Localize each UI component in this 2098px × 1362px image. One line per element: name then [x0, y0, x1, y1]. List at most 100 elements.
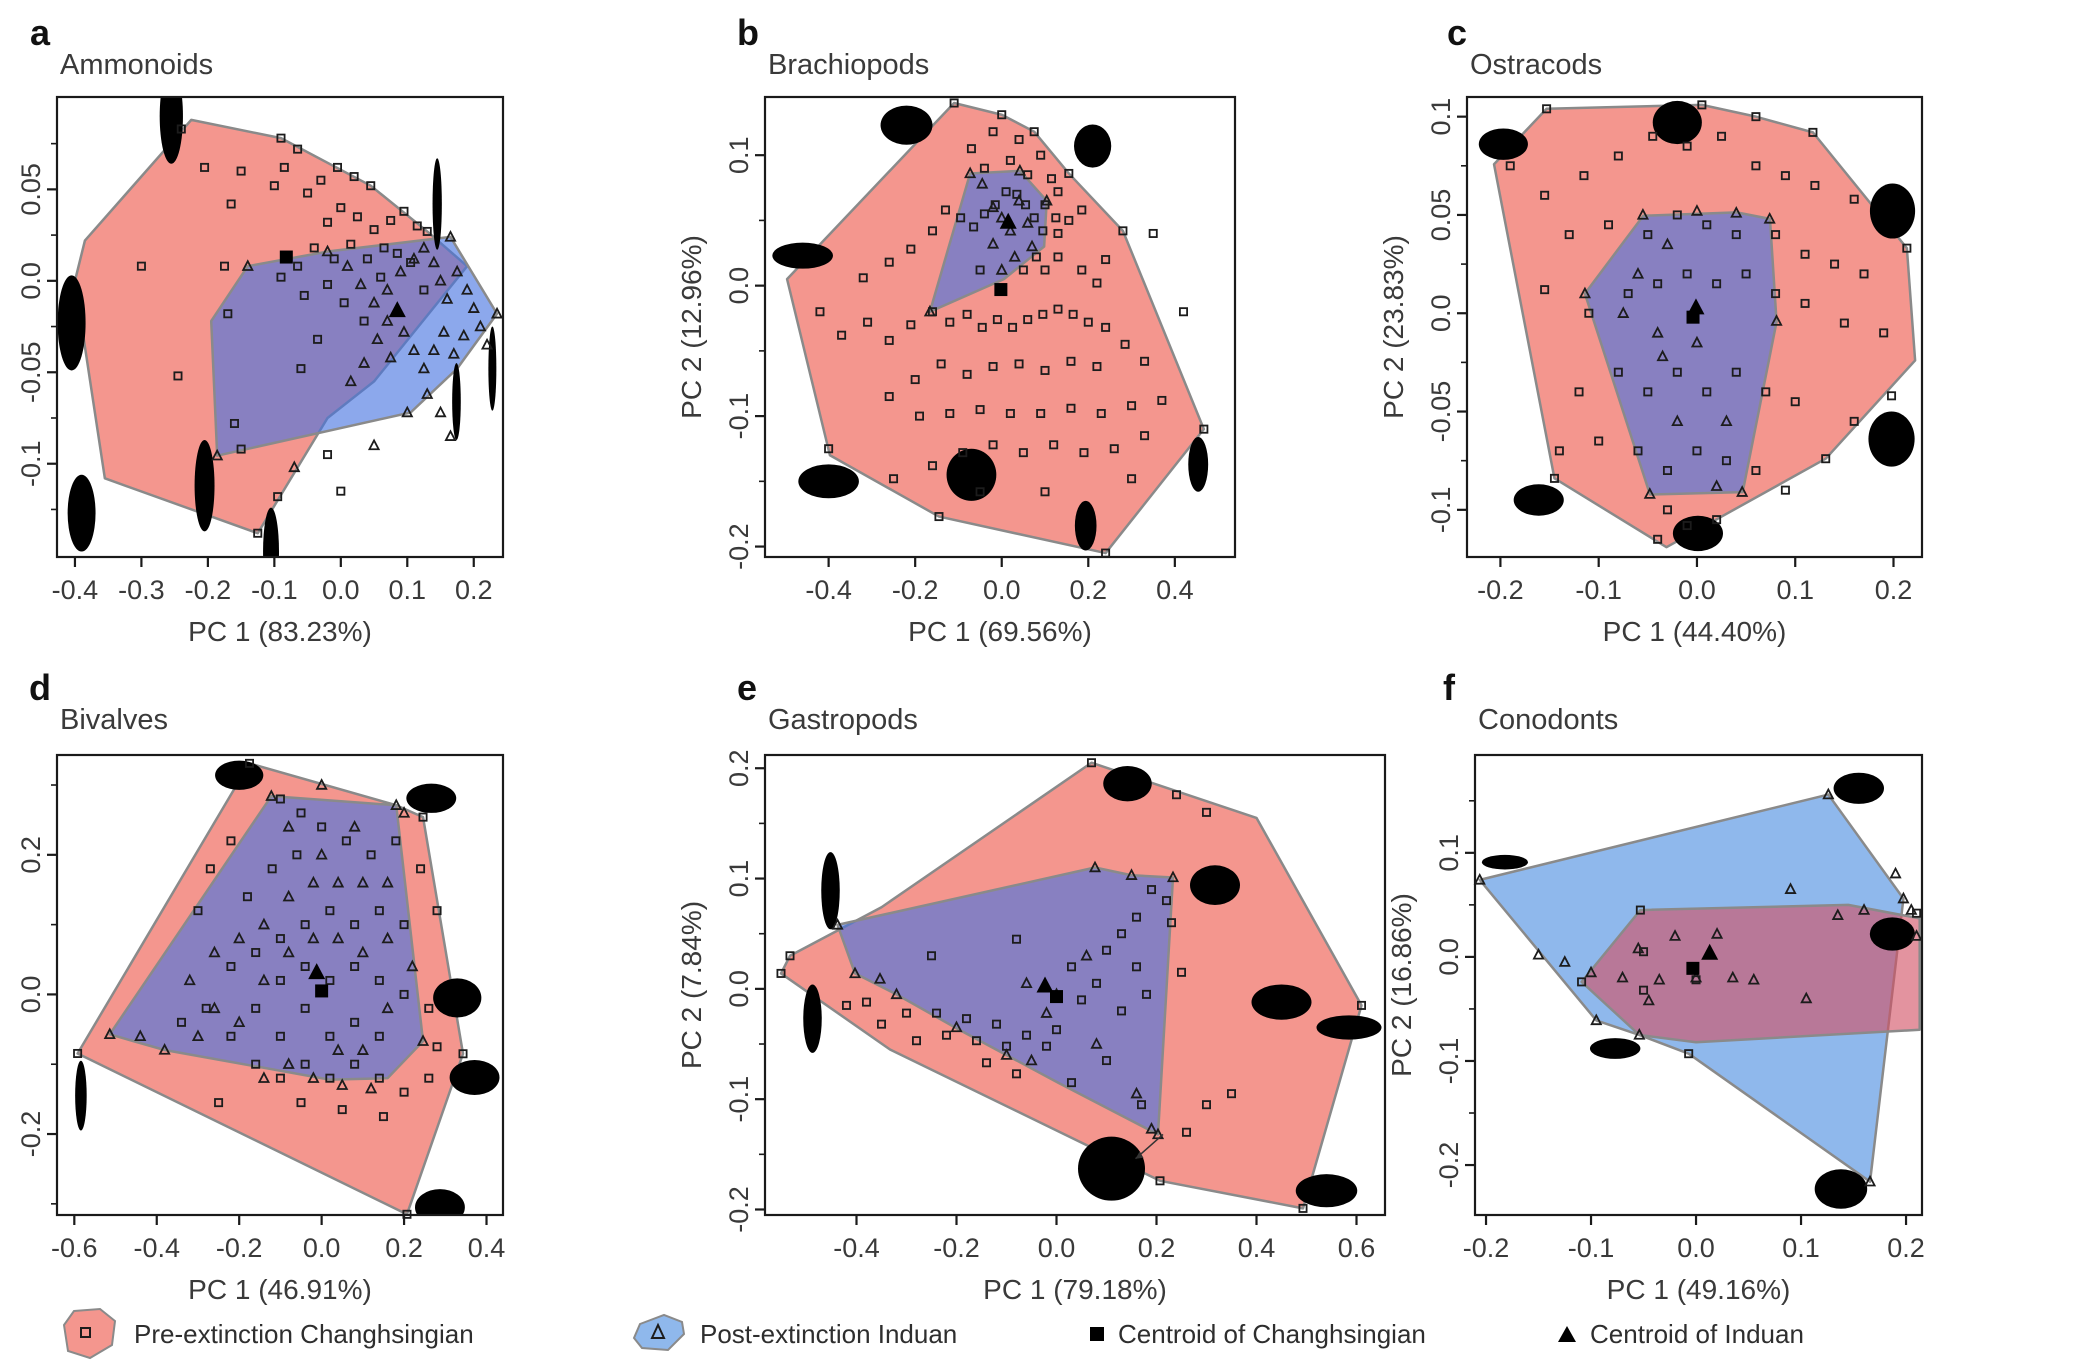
changhsingian-point-square [945, 408, 955, 418]
changhsingian-point-square [988, 362, 998, 372]
induan-point-triangle [394, 264, 407, 277]
induan-point-triangle [356, 945, 369, 958]
changhsingian-point-square [1623, 289, 1633, 299]
legend-label: Post-extinction Induan [700, 1318, 958, 1349]
induan-point-triangle [1000, 1048, 1013, 1060]
induan-point-triangle [1720, 414, 1733, 427]
panel-d: d Bivalves -0.6 -0.4 -0.2 0.0 0.2 0.4 0.2 0.0 -0.2… [16, 667, 505, 1305]
induan-point-triangle [427, 255, 440, 268]
fossil-silhouette [798, 464, 859, 499]
induan-point-triangle [401, 405, 414, 418]
induan-point-triangle [307, 931, 320, 944]
y-axis-label: PC 2 (12.96%) [676, 235, 707, 419]
induan-point-triangle [964, 166, 977, 179]
y-tick-label: 0.0 [724, 970, 754, 1008]
changhsingian-point-square [296, 808, 306, 818]
changhsingian-point-square [945, 317, 955, 327]
changhsingian-point-square [418, 812, 428, 822]
changhsingian-point-square [1031, 252, 1041, 262]
changhsingian-point-square [1902, 243, 1912, 253]
x-tick-label: 0.4 [1238, 1233, 1276, 1263]
x-tick-label: 0.0 [1678, 575, 1716, 605]
induan-point-triangle [1710, 479, 1723, 491]
changhsingian-point-square [1682, 269, 1692, 279]
fossil-silhouette [215, 760, 264, 790]
induan-point-triangle [1584, 965, 1598, 978]
induan-point-triangle [467, 301, 480, 313]
induan-point-triangle [208, 1001, 221, 1014]
changhsingian-point-square [1148, 228, 1158, 238]
changhsingian-point-square [392, 248, 402, 258]
centroid-of-induan-marker [308, 963, 326, 980]
x-tick-label: 0.0 [983, 575, 1021, 605]
induan-point-triangle [421, 387, 434, 399]
induan-point-triangle [1857, 903, 1871, 915]
changhsingian-point-square [1036, 150, 1046, 160]
changhsingian-point-square [432, 906, 442, 916]
changhsingian-point-square [1648, 131, 1658, 141]
changhsingian-point-square [1157, 395, 1167, 405]
x-tick-label: -0.4 [133, 1233, 180, 1263]
induan-point-triangle [407, 251, 421, 264]
plot-border [763, 753, 1387, 1217]
changhsingian-point-square [1182, 1127, 1192, 1137]
changhsingian-point-square [350, 962, 360, 972]
changhsingian-point-square [1040, 365, 1050, 375]
changhsingian-point-square [1684, 1049, 1694, 1059]
changhsingian-point-square [1066, 962, 1076, 972]
pre-extinction-hull-swatch [62, 1307, 117, 1360]
changhsingian-point-square [971, 1036, 981, 1046]
centroid-square-icon [1090, 1327, 1104, 1341]
induan-point-triangle [1616, 970, 1629, 983]
x-tick-label: 0.1 [1776, 575, 1814, 605]
changhsingian-point-square [323, 217, 333, 227]
induan-point-triangle [1125, 868, 1138, 880]
changhsingian-point-square [776, 968, 786, 978]
changhsingian-point-square [1712, 515, 1722, 525]
y-tick-label: 0.2 [724, 749, 754, 787]
changhsingian-point-square [362, 254, 372, 264]
centroid-of-induan-marker [999, 212, 1017, 229]
changhsingian-point-square [1064, 215, 1074, 225]
changhsingian-point-square [1810, 180, 1820, 190]
changhsingian-point-square [352, 212, 362, 222]
changhsingian-point-square [1672, 210, 1682, 220]
centroid-of-changhsingian-marker [1686, 961, 1700, 975]
centroid-of-changhsingian-marker [994, 283, 1008, 297]
panel-letter: e [737, 667, 757, 708]
induan-point-triangle [381, 314, 394, 326]
changhsingian-point-square [176, 124, 186, 134]
induan-point-triangle [1831, 908, 1844, 920]
changhsingian-point-square [1041, 1041, 1051, 1051]
changhsingian-point-square [1029, 127, 1039, 137]
fossil-silhouette [452, 363, 461, 440]
induan-point-triangle [1040, 193, 1053, 206]
changhsingian-point-square [988, 440, 998, 450]
changhsingian-point-square [1038, 226, 1048, 236]
fossil-silhouette [1078, 1136, 1145, 1201]
x-tick-label: -0.1 [1575, 575, 1622, 605]
post-extinction-hull-swatch [632, 1313, 686, 1352]
changhsingian-point-square [251, 1003, 261, 1013]
changhsingian-point-square [419, 285, 429, 295]
changhsingian-point-square [1604, 220, 1614, 230]
changhsingian-point-square [837, 330, 847, 340]
induan-point-triangle [417, 240, 430, 253]
changhsingian-point-square [841, 1000, 851, 1010]
changhsingian-point-square [1780, 171, 1790, 181]
centroid-of-induan-marker [1701, 943, 1719, 960]
changhsingian-point-square [1092, 362, 1102, 372]
post-extinction-hull [928, 169, 1048, 313]
induan-point-triangle [390, 798, 403, 810]
y-tick-label: -0.1 [724, 393, 754, 440]
changhsingian-point-square [977, 322, 987, 332]
legend-label: Centroid of Induan [1590, 1318, 1804, 1349]
changhsingian-point-square [325, 1073, 335, 1083]
changhsingian-point-square [1227, 1089, 1237, 1099]
panel-e: e Gastropods -0.4 -0.2 0.0 0.2 0.4 0.6 0.2 0.1 0.0… [676, 667, 1387, 1305]
changhsingian-point-square [1643, 230, 1653, 240]
changhsingian-point-square [1086, 758, 1096, 768]
changhsingian-point-square [303, 188, 313, 198]
x-tick-label: -0.6 [51, 1233, 98, 1263]
changhsingian-point-square [906, 244, 916, 254]
